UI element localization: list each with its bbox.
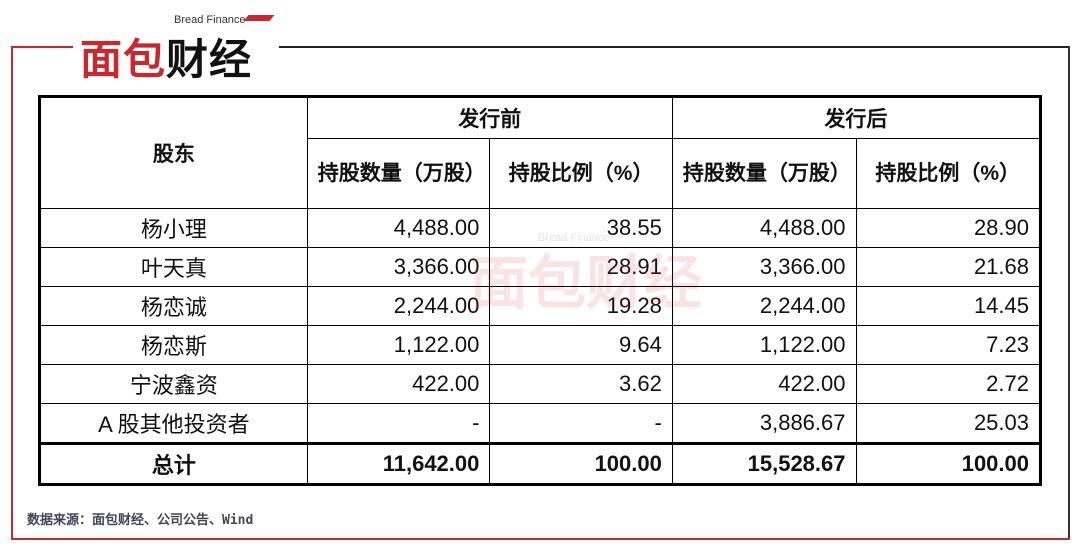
before-shares: 1,122.00 — [306, 325, 491, 365]
before-ratio: 19.28 — [489, 286, 673, 326]
after-ratio: 7.23 — [855, 325, 1041, 365]
table-row: 宁波鑫资 422.00 3.62 422.00 2.72 — [39, 364, 1041, 404]
table-row: A 股其他投资者 - -3,886.67 25.03 — [39, 403, 1041, 444]
total-after-ratio: 100.00 — [855, 442, 1041, 485]
before-shares: 3,366.00 — [306, 247, 491, 287]
before-shares: 422.00 — [306, 364, 491, 404]
header-before-issue: 发行前 — [306, 96, 673, 139]
total-after-shares: 15,528.67 — [671, 442, 857, 485]
table-row: 杨恋斯 1,122.00 9.64 1,122.00 7.23 — [39, 325, 1041, 365]
bread-finance-logo: Bread Finance 面包财经 — [76, 12, 276, 84]
shareholder-name: 杨恋斯 — [39, 325, 308, 365]
after-shares: 4,488.00 — [671, 208, 857, 248]
header-shareholder: 股东 — [39, 96, 308, 209]
before-ratio: 9.64 — [489, 325, 673, 365]
before-ratio: 3.62 — [489, 364, 673, 404]
logo-accent-bar — [243, 15, 275, 21]
header-before-ratio: 持股比例（%） — [489, 138, 673, 209]
before-ratio: - — [489, 403, 673, 444]
header-after-shares: 持股数量（万股） — [671, 138, 857, 209]
before-shares: 2,244.00 — [306, 286, 491, 326]
after-shares: 2,244.00 — [671, 286, 857, 326]
after-ratio: 21.68 — [855, 247, 1041, 287]
after-shares: 1,122.00 — [671, 325, 857, 365]
logo-english: Bread Finance — [174, 14, 246, 26]
total-row: 总计 11,642.00 100.00 15,528.67 100.00 — [39, 442, 1041, 485]
frame-border-left — [11, 46, 13, 540]
after-ratio: 25.03 — [855, 403, 1041, 444]
before-shares: 4,488.00 — [306, 208, 491, 248]
after-shares: 422.00 — [671, 364, 857, 404]
header-row-2: 持股数量（万股） 持股比例（%） 持股数量（万股） 持股比例（%） — [40, 138, 1041, 209]
after-ratio: 14.45 — [855, 286, 1041, 326]
header-row-1: 股东 发行前 发行后 — [39, 96, 1042, 209]
before-ratio: 38.55 — [489, 208, 673, 248]
logo-chinese: 面包财经 — [80, 26, 252, 87]
after-ratio: 2.72 — [855, 364, 1041, 404]
header-after-issue: 发行后 — [671, 96, 1042, 139]
logo-black-text: 财经 — [166, 35, 253, 84]
frame-border-top-left — [11, 46, 73, 48]
header-before-shares: 持股数量（万股） — [306, 138, 491, 209]
table-row: 杨恋诚 2,244.00 19.28 2,244.00 14.45 — [39, 286, 1041, 326]
table-row: 杨小理 4,488.00 38.55 4,488.00 28.90 — [39, 208, 1041, 248]
table-row: 叶天真 3,366.00 28.91 3,366.00 21.68 — [39, 247, 1041, 287]
header-after-ratio: 持股比例（%） — [855, 138, 1041, 209]
before-shares: - — [306, 403, 491, 444]
frame-border-top-right — [279, 46, 1070, 48]
total-before-ratio: 100.00 — [489, 442, 673, 485]
after-shares: 3,366.00 — [671, 247, 857, 287]
after-shares: 3,886.67 — [671, 403, 857, 444]
after-ratio: 28.90 — [855, 208, 1041, 248]
frame-border-right — [1068, 46, 1070, 540]
total-label: 总计 — [39, 442, 308, 485]
shareholding-table: 股东 发行前 发行后 持股数量（万股） 持股比例（%） 持股数量（万股） 持股比… — [38, 95, 1042, 486]
shareholder-name: A 股其他投资者 — [39, 403, 308, 444]
shareholder-name: 叶天真 — [39, 247, 308, 287]
before-ratio: 28.91 — [489, 247, 673, 287]
shareholder-name: 宁波鑫资 — [39, 364, 308, 404]
data-source-note: 数据来源：面包财经、公司公告、Wind — [27, 513, 254, 528]
logo-red-text: 面包 — [80, 35, 167, 84]
shareholder-name: 杨恋诚 — [39, 286, 308, 326]
shareholder-name: 杨小理 — [39, 208, 308, 248]
total-before-shares: 11,642.00 — [306, 442, 491, 485]
frame-border-bottom — [11, 538, 1070, 540]
